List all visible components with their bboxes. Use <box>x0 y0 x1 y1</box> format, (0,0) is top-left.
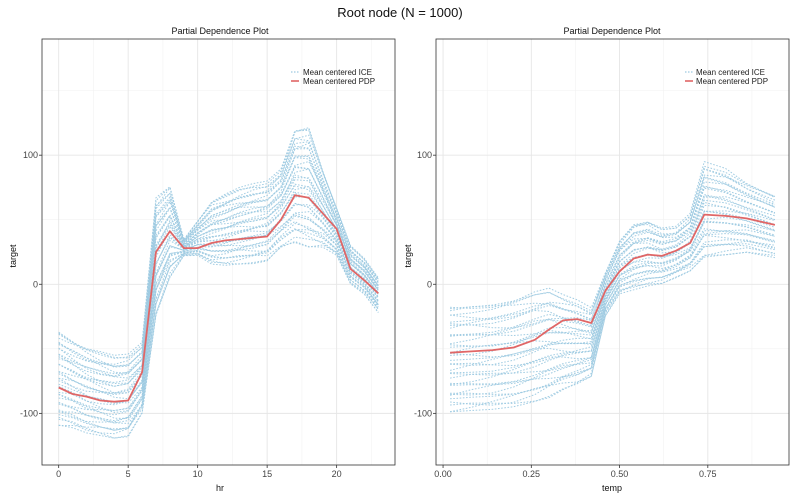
ice-curve <box>450 168 776 316</box>
ice-curve <box>450 233 776 386</box>
ice-curve <box>58 174 379 394</box>
ice-curve <box>450 204 776 358</box>
y-axis-label: target <box>8 244 18 268</box>
x-axis-label: temp <box>602 483 622 493</box>
ice-curve <box>58 138 379 365</box>
ice-curve <box>449 221 776 371</box>
ice-curve <box>450 221 776 376</box>
pdp-line <box>58 194 379 403</box>
x-tick-label: 0.00 <box>434 469 452 479</box>
ice-curve <box>58 177 379 385</box>
ice-curve <box>58 211 379 420</box>
panel-border <box>41 38 396 466</box>
ice-curve <box>450 196 776 337</box>
ice-curve <box>450 210 776 366</box>
ice-curve <box>450 160 776 309</box>
ice-curve <box>58 240 379 439</box>
ice-curve <box>58 145 379 377</box>
x-tick-label: 0 <box>56 469 61 479</box>
ice-curve <box>450 199 776 348</box>
ice-curve <box>58 214 379 412</box>
plot-area-hr: 0 5 10 15 20 -100 0 100 <box>20 38 396 479</box>
ice-curve <box>58 128 379 359</box>
ice-curve <box>450 251 775 413</box>
ice-curve <box>58 148 379 367</box>
ice-curve <box>450 194 776 347</box>
pdp-line <box>450 213 776 354</box>
legend: Mean centered ICE Mean centered PDP <box>685 68 768 86</box>
x-tick-label: 10 <box>193 469 203 479</box>
legend-ice-label: Mean centered ICE <box>303 68 372 77</box>
x-tick-label: 5 <box>126 469 131 479</box>
ice-curve <box>450 220 776 374</box>
panel-title: Partial Dependence Plot <box>563 26 661 36</box>
ice-curve <box>58 241 379 430</box>
plot-area-temp: 0.00 0.25 0.50 0.75 -100 0 100 <box>414 38 790 479</box>
ice-curve <box>58 160 379 379</box>
panel-temp: Partial Dependence Plot 0.00 0.25 0.50 0.75… <box>403 26 790 493</box>
ice-curve <box>58 192 379 406</box>
ice-curve <box>58 212 379 422</box>
ice-curve <box>58 141 379 367</box>
legend: Mean centered ICE Mean centered PDP <box>291 68 375 86</box>
panel-title: Partial Dependence Plot <box>171 26 269 36</box>
ice-curve <box>58 166 379 384</box>
x-tick-label: 20 <box>332 469 342 479</box>
ice-curve <box>58 129 379 356</box>
ice-curve <box>58 229 379 425</box>
ice-curve <box>449 240 775 396</box>
y-tick-label: -100 <box>414 408 432 418</box>
ice-curve <box>450 176 776 323</box>
y-tick-label: 100 <box>417 150 432 160</box>
ice-curve <box>58 229 379 431</box>
ice-curve <box>58 134 379 359</box>
ice-curve <box>450 210 776 361</box>
x-tick-label: 15 <box>262 469 272 479</box>
legend-pdp-label: Mean centered PDP <box>303 77 375 86</box>
ice-curve <box>449 251 775 413</box>
ice-curve <box>58 156 379 378</box>
ice-curve <box>58 228 379 435</box>
y-tick-label: 100 <box>23 150 38 160</box>
x-tick-label: 0.25 <box>523 469 541 479</box>
ice-curve <box>450 228 776 386</box>
x-axis-label: hr <box>216 483 224 493</box>
ice-curve <box>450 174 776 316</box>
y-tick-label: 0 <box>427 279 432 289</box>
ice-curve <box>450 243 776 406</box>
ice-curve <box>58 220 379 423</box>
ice-curve <box>58 196 379 414</box>
ice-curve <box>450 216 776 367</box>
ice-curve <box>450 176 776 326</box>
ice-curve <box>58 155 379 375</box>
legend-pdp-label: Mean centered PDP <box>696 77 768 86</box>
ice-curve <box>58 202 379 416</box>
ice-curve <box>58 142 379 374</box>
ice-curve <box>58 183 379 405</box>
figure-title: Root node (N = 1000) <box>337 5 462 20</box>
y-tick-label: -100 <box>20 408 38 418</box>
ice-curve <box>58 168 379 394</box>
ice-curve <box>450 201 776 356</box>
legend-ice-label: Mean centered ICE <box>696 68 765 77</box>
ice-curve <box>58 236 379 439</box>
x-tick-label: 0.50 <box>611 469 629 479</box>
ice-curve <box>58 204 379 404</box>
ice-curve <box>450 239 776 395</box>
ice-curve <box>450 229 776 379</box>
ice-curve <box>58 202 379 412</box>
y-axis-label: target <box>403 244 413 268</box>
ice-curve <box>58 185 379 394</box>
x-tick-label: 0.75 <box>699 469 717 479</box>
ice-curve <box>449 210 776 354</box>
panel-border <box>435 38 790 466</box>
panel-hr: Partial Dependence Plot 0 5 10 15 20 -100 0 100… <box>8 26 396 493</box>
ice-curve <box>450 247 775 406</box>
y-tick-label: 0 <box>33 279 38 289</box>
ice-curve <box>450 230 776 385</box>
ice-curve <box>450 168 776 321</box>
